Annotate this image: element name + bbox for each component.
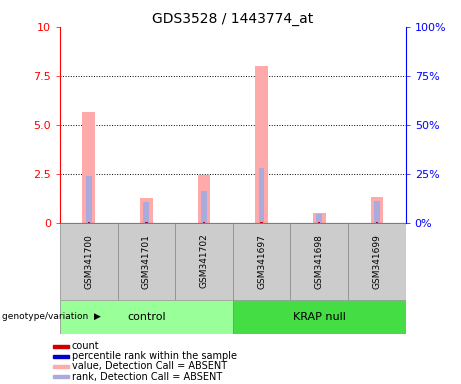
Title: GDS3528 / 1443774_at: GDS3528 / 1443774_at [152, 12, 313, 26]
Bar [259, 168, 265, 223]
Bar [175, 223, 233, 300]
Bar [201, 191, 207, 223]
Bar [53, 355, 69, 358]
Bar [260, 222, 263, 223]
Bar [255, 66, 268, 223]
Bar [233, 300, 406, 334]
Bar [318, 222, 320, 223]
Bar [86, 176, 92, 223]
Bar [290, 223, 348, 300]
Bar [145, 222, 148, 223]
Text: GSM341698: GSM341698 [315, 234, 324, 288]
Text: GSM341697: GSM341697 [257, 234, 266, 288]
Bar [60, 300, 233, 334]
Bar [53, 344, 69, 348]
Bar [140, 198, 153, 223]
Bar [203, 222, 205, 223]
Bar [313, 213, 325, 223]
Text: rank, Detection Call = ABSENT: rank, Detection Call = ABSENT [72, 372, 222, 382]
Text: GSM341701: GSM341701 [142, 234, 151, 288]
Bar [118, 223, 175, 300]
Bar [376, 222, 378, 223]
Text: value, Detection Call = ABSENT: value, Detection Call = ABSENT [72, 361, 227, 371]
Bar [143, 202, 149, 223]
Text: GSM341702: GSM341702 [200, 234, 208, 288]
Bar [83, 112, 95, 223]
Bar [88, 222, 90, 223]
Text: percentile rank within the sample: percentile rank within the sample [72, 351, 237, 361]
Bar [53, 375, 69, 378]
Text: count: count [72, 341, 100, 351]
Text: GSM341699: GSM341699 [372, 234, 381, 288]
Bar [233, 223, 290, 300]
Text: genotype/variation  ▶: genotype/variation ▶ [2, 312, 101, 321]
Bar [348, 223, 406, 300]
Bar [198, 175, 210, 223]
Bar [374, 201, 380, 223]
Text: KRAP null: KRAP null [293, 312, 346, 322]
Bar [371, 197, 383, 223]
Bar [60, 223, 118, 300]
Bar [53, 365, 69, 368]
Text: control: control [127, 312, 165, 322]
Text: GSM341700: GSM341700 [84, 234, 93, 288]
Bar [316, 215, 322, 223]
